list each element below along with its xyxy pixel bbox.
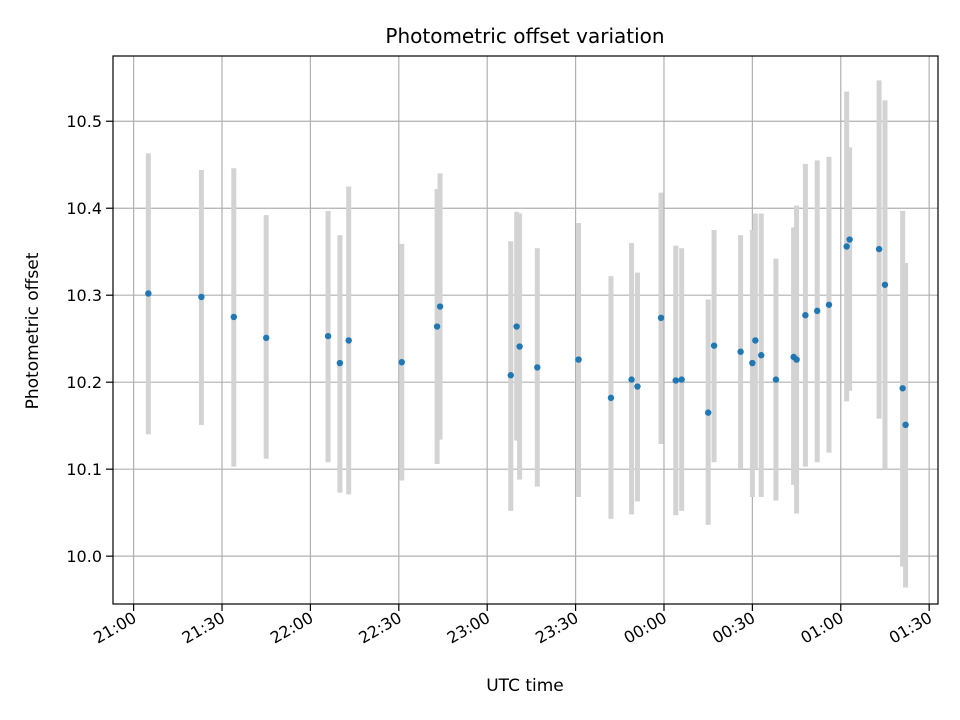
data-point <box>846 236 853 243</box>
y-tick-label: 10.1 <box>66 460 102 479</box>
data-point <box>813 307 821 315</box>
y-axis-ticks: 10.0 10.1 10.2 10.3 10.4 10.5 <box>66 112 113 566</box>
data-point <box>607 394 615 402</box>
chart-title: Photometric offset variation <box>385 24 664 48</box>
data-point <box>324 332 332 340</box>
data-point <box>507 372 514 379</box>
data-point <box>704 409 712 416</box>
data-point <box>345 337 352 344</box>
data-point <box>634 383 641 390</box>
data-point <box>737 348 744 355</box>
data-point <box>263 334 270 342</box>
data-point <box>516 343 523 350</box>
data-point <box>336 359 344 367</box>
plot-frame <box>112 55 939 605</box>
y-tick-label: 10.3 <box>66 286 102 305</box>
data-point <box>628 376 635 383</box>
y-axis-title: Photometric offset <box>23 252 43 409</box>
data-point <box>672 377 679 384</box>
y-tick-label: 10.0 <box>66 547 102 566</box>
data-point <box>198 293 205 301</box>
data-point <box>749 359 756 367</box>
data-point <box>230 313 238 321</box>
data-points <box>145 236 909 429</box>
data-point <box>678 376 685 383</box>
data-point <box>710 342 718 349</box>
data-point <box>793 356 800 363</box>
data-point <box>758 352 765 359</box>
data-point <box>802 312 809 319</box>
data-point <box>772 376 780 383</box>
data-point <box>899 385 906 392</box>
data-point <box>875 245 883 253</box>
data-point <box>513 323 520 330</box>
data-point <box>145 290 152 297</box>
data-point <box>843 243 850 250</box>
data-point <box>881 281 889 288</box>
data-point <box>575 356 582 363</box>
data-point <box>902 421 909 429</box>
y-tick-label: 10.5 <box>66 112 102 131</box>
data-point <box>752 337 759 344</box>
grid <box>113 56 938 604</box>
y-tick-label: 10.4 <box>66 199 102 218</box>
data-point <box>436 303 444 310</box>
data-point <box>825 301 833 308</box>
data-point <box>534 364 541 371</box>
data-point <box>398 358 405 366</box>
y-tick-label: 10.2 <box>66 373 102 392</box>
data-point <box>657 314 665 322</box>
data-point <box>433 323 441 330</box>
x-axis-title: UTC time <box>486 676 564 696</box>
